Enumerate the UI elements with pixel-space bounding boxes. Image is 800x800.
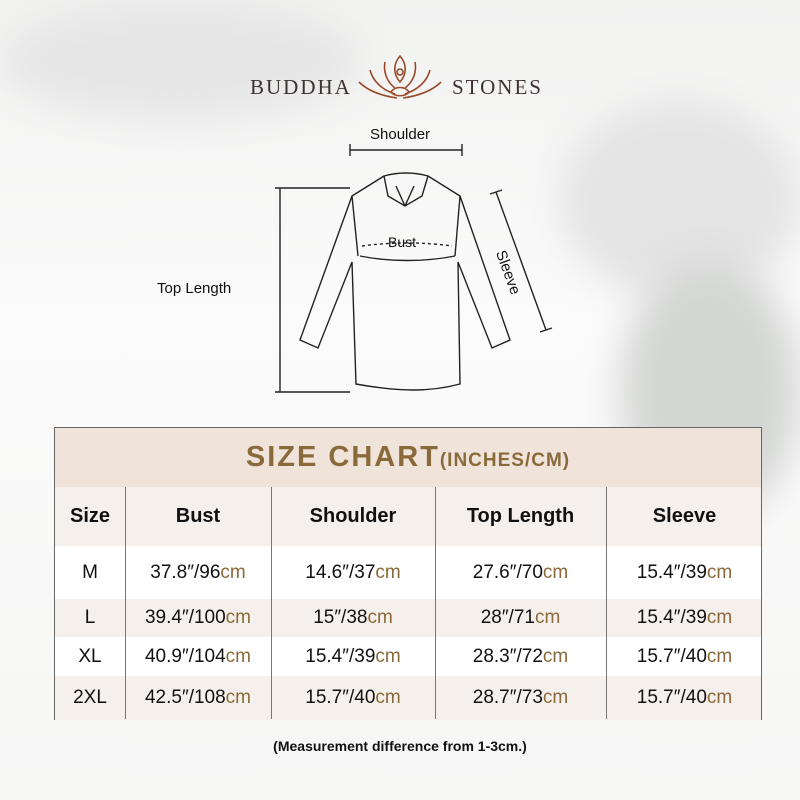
brand-logo: BUDDHA STONES (0, 54, 800, 112)
column-divider (435, 487, 436, 719)
unit-suffix: cm (706, 607, 733, 628)
size-chart-title: SIZE CHART(INCHES/CM) (245, 441, 571, 473)
unit-suffix: cm (375, 687, 401, 708)
measurement-value: 39.4″/100 (144, 607, 226, 628)
shoulder-label: Shoulder (370, 126, 431, 143)
size-chart-table: SIZE CHART(INCHES/CM) Size Bust Shoulder To… (54, 427, 762, 720)
measurement-value: 15.4″/39 (305, 645, 376, 667)
measurement-value: 15.4″/39 (636, 562, 707, 583)
lotus-meditation-icon (358, 54, 442, 99)
column-header: Shoulder (309, 505, 397, 527)
unit-suffix: cm (706, 645, 733, 667)
measurement-cell: 37.8″/96 cm (125, 547, 271, 599)
unit-suffix: cm (225, 645, 251, 667)
measurement-cell: 15.7″/40 cm (606, 637, 763, 676)
measurement-cell: 15.7″/40 cm (606, 676, 763, 720)
unit-suffix: cm (225, 687, 251, 708)
measurement-cell: 28″/71 cm (435, 599, 606, 637)
column-header: Sleeve (652, 505, 717, 527)
brand-name-left: BUDDHA (250, 75, 352, 99)
column-header: Bust (175, 505, 221, 527)
measurement-value: 42.5″/108 (144, 687, 226, 708)
top-length-label: Top Length (157, 280, 232, 297)
top-length-measure-line (275, 187, 350, 393)
unit-suffix: cm (367, 607, 393, 628)
measurement-value: 15.4″/39 (636, 607, 707, 628)
shoulder-measure-line (349, 144, 463, 156)
column-header: Top Length (466, 505, 575, 527)
unit-suffix: cm (225, 607, 251, 628)
measurement-cell: 15″/38 cm (271, 599, 435, 637)
measurement-value: 15.7″/40 (636, 645, 707, 667)
unit-suffix: cm (220, 562, 246, 583)
brand-name-right: STONES (452, 75, 543, 99)
background-mist (0, 0, 360, 120)
measurement-value: 28.7″/73 (472, 687, 543, 708)
garment-outline (299, 175, 511, 391)
column-divider (606, 487, 607, 719)
row-tint (55, 599, 761, 637)
bust-label: Bust (388, 234, 417, 250)
measurement-value: 28.3″/72 (472, 645, 543, 667)
unit-suffix: cm (375, 562, 401, 583)
column-divider (125, 487, 126, 719)
row-tint (55, 676, 761, 720)
measurement-cell: 15.4″/39 cm (606, 547, 763, 599)
measurement-value: 15.7″/40 (305, 687, 376, 708)
size-chart-title-row: SIZE CHART(INCHES/CM) (55, 428, 761, 488)
unit-suffix: cm (542, 645, 569, 667)
unit-suffix: cm (706, 562, 733, 583)
measurement-cell: 28.3″/72 cm (435, 637, 606, 676)
measurement-value: 14.6″/37 (305, 562, 376, 583)
header-row (55, 487, 761, 546)
measurement-cell: 40.9″/104 cm (125, 637, 271, 676)
measurement-cell: 15.4″/39 cm (606, 599, 763, 637)
size-cell: L (84, 607, 96, 628)
bust-measure-line (361, 242, 453, 247)
measurement-value: 37.8″/96 (150, 562, 221, 583)
size-cell: XL (78, 645, 102, 667)
measurement-value: 15.7″/40 (636, 687, 707, 708)
measurement-value: 40.9″/104 (144, 645, 226, 667)
measurement-cell: 14.6″/37 cm (271, 547, 435, 599)
measurement-cell: 42.5″/108 cm (125, 676, 271, 720)
measurement-cell: 27.6″/70 cm (435, 547, 606, 599)
size-cell: M (82, 562, 98, 583)
measurement-cell: 15.4″/39 cm (271, 637, 435, 676)
unit-suffix: cm (542, 687, 569, 708)
garment-collar (383, 172, 429, 207)
column-divider (271, 487, 272, 719)
unit-suffix: cm (542, 562, 569, 583)
column-header: Size (69, 505, 111, 527)
measurement-cell: 39.4″/100 cm (125, 599, 271, 637)
measurement-note: (Measurement difference from 1-3cm.) (273, 738, 527, 754)
measurement-cell: 28.7″/73 cm (435, 676, 606, 720)
measurement-cell: 15.7″/40 cm (271, 676, 435, 720)
garment-diagram (275, 144, 553, 393)
sleeve-measure-line (489, 189, 553, 333)
size-cell: 2XL (73, 687, 107, 708)
measurement-value: 28″/71 (480, 607, 535, 628)
unit-suffix: cm (534, 607, 561, 628)
unit-suffix: cm (706, 687, 733, 708)
measurement-value: 15″/38 (313, 607, 368, 628)
unit-suffix: cm (375, 645, 401, 667)
measurement-value: 27.6″/70 (472, 562, 543, 583)
